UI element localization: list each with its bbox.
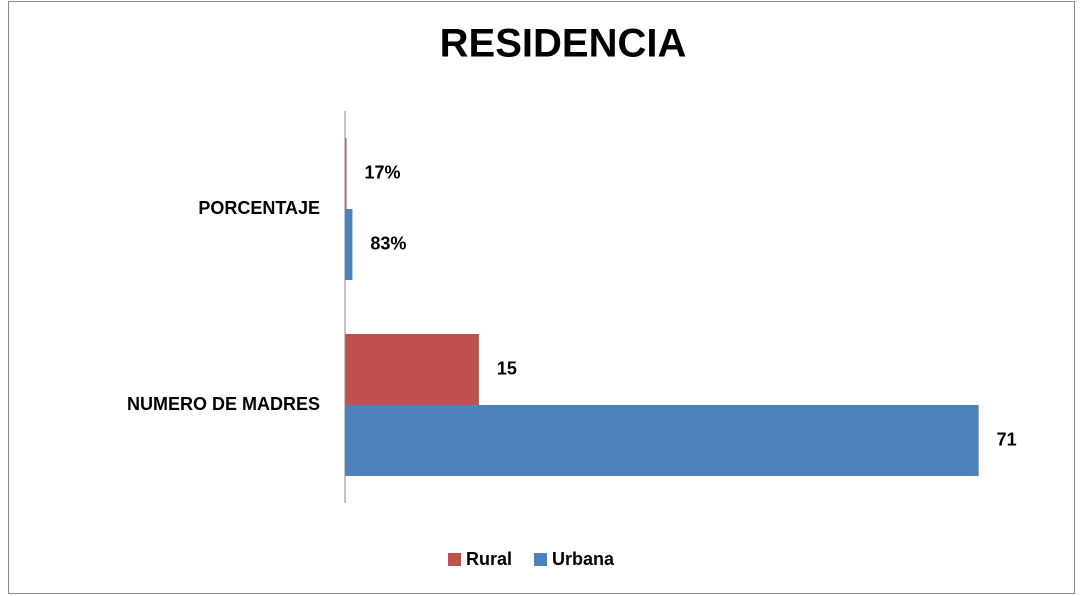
data-label: 15 [497, 358, 517, 378]
legend-label: Rural [466, 549, 512, 569]
bar [345, 334, 479, 405]
data-label: 83% [370, 233, 406, 253]
bar [345, 138, 347, 209]
chart-title: RESIDENCIA [440, 22, 687, 66]
legend-label: Urbana [552, 549, 615, 569]
legend-swatch [534, 553, 548, 566]
bar [345, 405, 979, 476]
y-tick-label: PORCENTAJE [198, 198, 320, 218]
data-label: 71 [997, 429, 1017, 449]
chart-border [8, 1, 1075, 594]
legend-swatch [448, 553, 461, 566]
bar [345, 209, 353, 280]
data-label: 17% [365, 162, 401, 182]
y-tick-label: NUMERO DE MADRES [127, 394, 320, 414]
